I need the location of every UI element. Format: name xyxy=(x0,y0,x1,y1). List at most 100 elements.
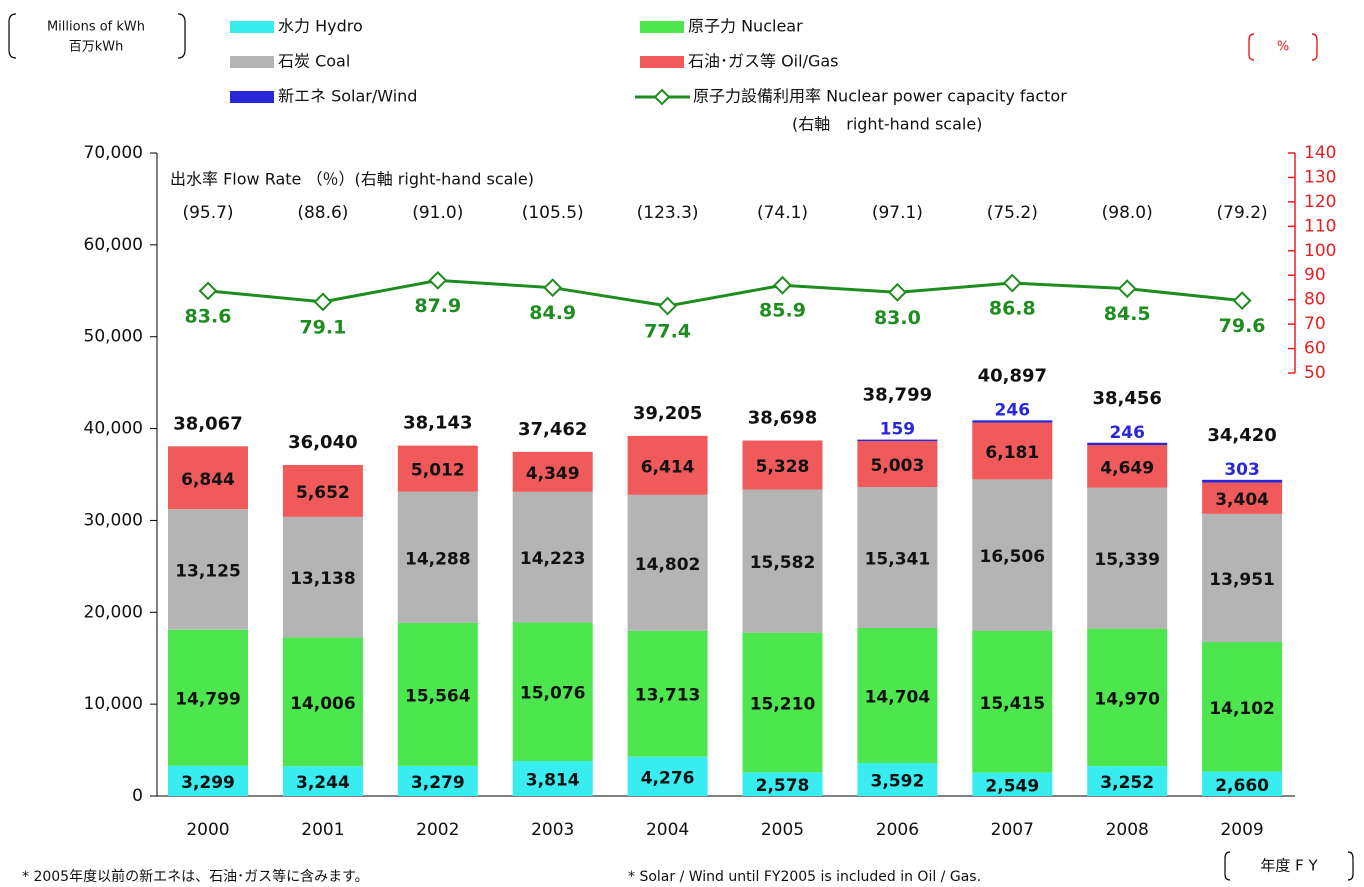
total-label: 38,698 xyxy=(748,408,817,429)
line-label: 85.9 xyxy=(759,300,806,322)
line-marker xyxy=(658,296,678,316)
data-label: 14,802 xyxy=(635,555,701,575)
x-tick-label: 2006 xyxy=(876,820,919,840)
legend-label: 原子力設備利用率 Nuclear power capacity factor xyxy=(693,87,1067,106)
flow-rate: (97.1) xyxy=(872,203,923,223)
x-tick-label: 2009 xyxy=(1220,820,1263,840)
line-label: 86.8 xyxy=(989,298,1036,320)
total-label: 38,143 xyxy=(403,413,472,434)
bar-segment xyxy=(1087,628,1168,767)
y-unit-label: Millions of kWh xyxy=(47,20,145,35)
data-label: 3,244 xyxy=(296,773,350,793)
data-label: 2,549 xyxy=(985,776,1039,796)
bar-segment xyxy=(972,772,1053,796)
bar-segment xyxy=(857,441,938,488)
bar-segment xyxy=(972,422,1053,480)
line-label: 83.6 xyxy=(185,305,232,327)
y-tick-label: 10,000 xyxy=(84,694,143,714)
bar-segment xyxy=(397,445,478,492)
x-tick-label: 2003 xyxy=(531,820,574,840)
bar-segment xyxy=(1202,771,1283,796)
bar-segment xyxy=(857,627,938,764)
bar-segment xyxy=(972,420,1053,423)
total-label: 38,067 xyxy=(173,413,242,434)
bracket xyxy=(8,13,17,59)
y-tick-label: 40,000 xyxy=(84,419,143,439)
line-marker xyxy=(887,282,907,302)
data-label: 3,592 xyxy=(871,772,925,792)
legend-label: 石油･ガス等 Oil/Gas xyxy=(688,52,839,71)
bar-segment xyxy=(857,487,938,628)
bar-segment xyxy=(282,766,363,796)
data-label: 4,649 xyxy=(1100,458,1154,478)
line-marker xyxy=(1117,279,1137,299)
x-unit-label: 年度 F Y xyxy=(1260,857,1318,875)
bar-segment xyxy=(972,630,1053,773)
bar-segment xyxy=(1202,642,1283,772)
x-tick-label: 2008 xyxy=(1106,820,1149,840)
data-label: 5,328 xyxy=(756,457,810,477)
y2-tick-label: 50 xyxy=(1304,363,1326,383)
flow-rate: (88.6) xyxy=(297,203,348,223)
data-label: 15,076 xyxy=(520,684,586,704)
flow-rate: (123.3) xyxy=(637,203,699,223)
x-tick-label: 2007 xyxy=(991,820,1034,840)
bar-segment xyxy=(1087,766,1168,796)
data-label: 15,339 xyxy=(1094,550,1160,570)
line-label: 77.4 xyxy=(644,321,691,343)
bar-segment xyxy=(742,489,823,633)
line-marker xyxy=(198,281,218,301)
line-marker xyxy=(1002,273,1022,293)
data-label: 13,713 xyxy=(635,686,701,706)
bar-segment xyxy=(857,763,938,796)
bar-segment xyxy=(397,765,478,796)
data-label: 14,704 xyxy=(865,687,931,707)
line-label: 84.5 xyxy=(1104,303,1151,325)
bar-segment xyxy=(627,756,708,796)
data-label: 15,415 xyxy=(979,694,1045,714)
legend-swatch xyxy=(230,56,274,68)
legend-swatch xyxy=(640,56,684,68)
x-tick-label: 2001 xyxy=(301,820,344,840)
x-tick-label: 2005 xyxy=(761,820,804,840)
data-label: 3,252 xyxy=(1100,773,1154,793)
bar-segment xyxy=(627,494,708,631)
y2-tick-label: 110 xyxy=(1304,216,1336,236)
y2-tick-label: 120 xyxy=(1304,192,1336,212)
bar-segment xyxy=(282,464,363,517)
legend-label: 原子力 Nuclear xyxy=(688,17,803,36)
line-label: 87.9 xyxy=(414,295,461,317)
bar-segment xyxy=(512,622,593,761)
data-label: 15,564 xyxy=(405,686,471,706)
data-label: 4,349 xyxy=(526,464,580,484)
bracket xyxy=(1248,33,1318,61)
bar-segment xyxy=(512,491,593,623)
y-tick-label: 60,000 xyxy=(84,235,143,255)
total-label: 39,205 xyxy=(633,403,702,424)
data-label: 159 xyxy=(880,420,916,440)
flow-rate: (105.5) xyxy=(522,203,584,223)
y-tick-label: 70,000 xyxy=(84,143,143,163)
bar-segment xyxy=(972,479,1053,631)
legend-swatch xyxy=(230,21,274,33)
bar-segment xyxy=(742,632,823,773)
x-tick-label: 2002 xyxy=(416,820,459,840)
flow-rate-label: 出水率 Flow Rate （％）(右軸 right-hand scale) xyxy=(170,170,534,189)
total-label: 38,456 xyxy=(1092,388,1161,409)
y-unit-label: 百万kWh xyxy=(69,40,124,55)
y2-tick-label: 60 xyxy=(1304,339,1326,359)
total-label: 37,462 xyxy=(518,419,587,440)
bar-segment xyxy=(168,446,248,510)
bar-segment xyxy=(397,491,478,623)
flow-rate: (74.1) xyxy=(757,203,808,223)
line-marker xyxy=(1232,291,1252,311)
data-label: 6,181 xyxy=(985,443,1039,463)
line-marker xyxy=(313,292,333,312)
legend-label: 新エネ Solar/Wind xyxy=(278,87,417,106)
data-label: 246 xyxy=(995,400,1031,420)
data-label: 13,951 xyxy=(1209,570,1275,590)
data-label: 303 xyxy=(1224,460,1260,480)
x-tick-label: 2004 xyxy=(646,820,689,840)
data-label: 14,288 xyxy=(405,549,471,569)
